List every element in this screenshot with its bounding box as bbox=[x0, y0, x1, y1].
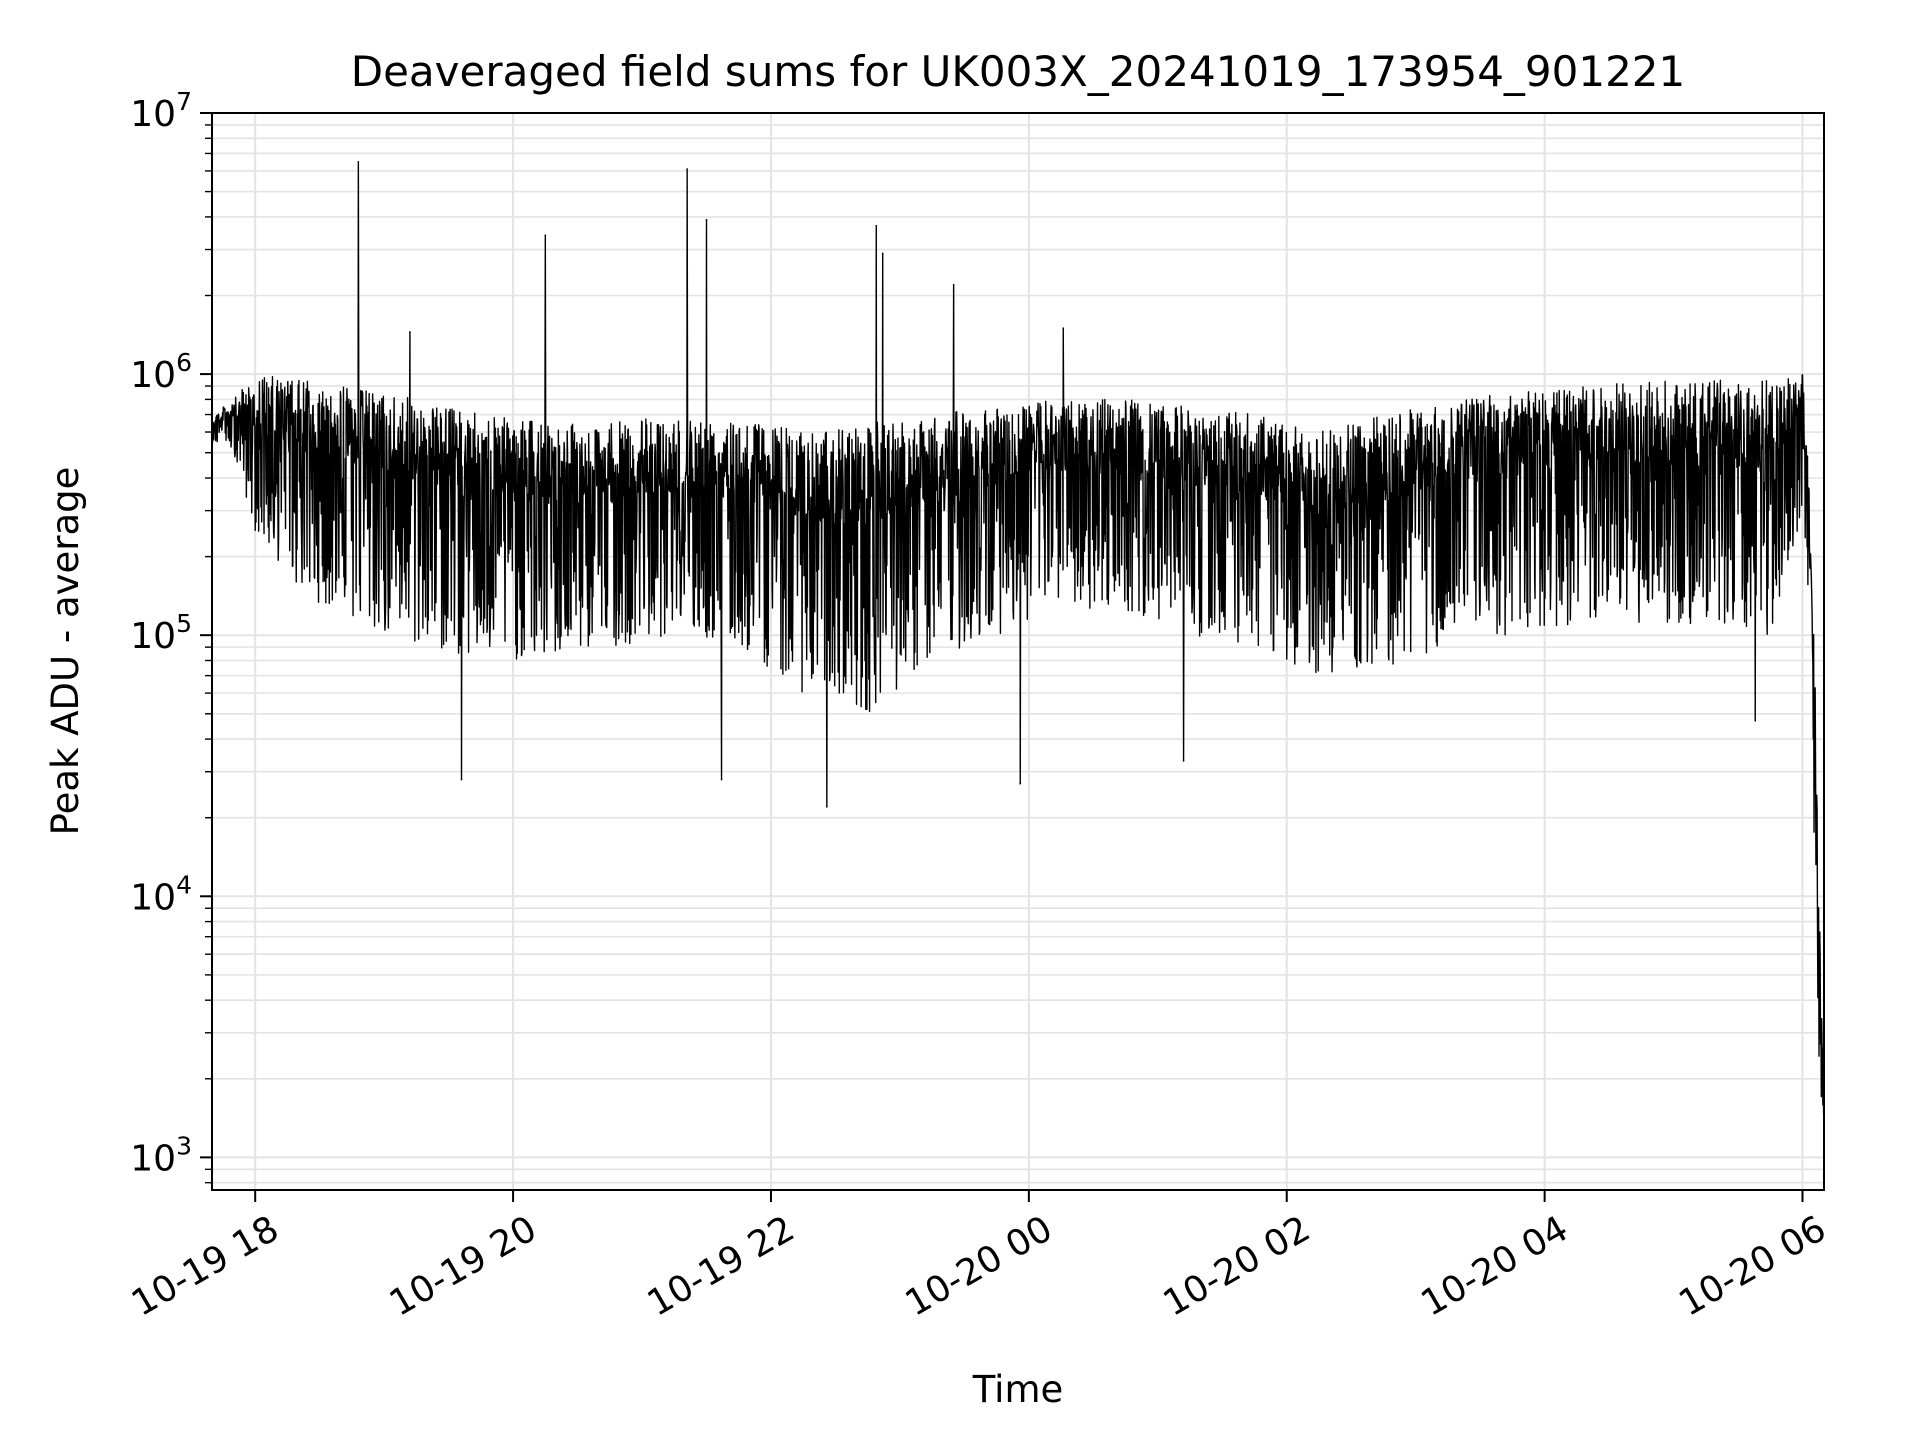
trough-point bbox=[460, 778, 463, 781]
y-tick-label: 104 bbox=[130, 870, 192, 918]
y-tick-label: 107 bbox=[130, 87, 192, 135]
series-layer bbox=[211, 161, 1825, 1115]
y-tick-label: 106 bbox=[130, 348, 192, 396]
x-axis-label: Time bbox=[972, 1368, 1064, 1411]
peak-point bbox=[409, 331, 411, 333]
peak-point bbox=[705, 218, 708, 221]
peak-point bbox=[1062, 327, 1065, 329]
axes-frame bbox=[211, 112, 1825, 1191]
trough-point bbox=[826, 806, 828, 808]
trough-point bbox=[720, 778, 723, 781]
y-tick-label: 103 bbox=[130, 1131, 192, 1179]
peak-point bbox=[686, 168, 688, 170]
peak-point bbox=[544, 234, 547, 237]
peak-point bbox=[357, 161, 360, 163]
trough-point bbox=[1182, 760, 1185, 762]
y-axis-label: Peak ADU - average bbox=[44, 467, 87, 836]
peak-point bbox=[875, 224, 878, 227]
chart-title: Deaveraged field sums for UK003X_2024101… bbox=[351, 47, 1686, 96]
y-axis: 103 104 105 106 107 bbox=[130, 87, 212, 1184]
trough-point bbox=[1019, 782, 1022, 785]
trough-point bbox=[1754, 720, 1757, 722]
peak-point bbox=[952, 283, 955, 286]
data-series-line bbox=[211, 161, 1825, 1115]
y-tick-label: 105 bbox=[130, 609, 192, 657]
peak-point bbox=[881, 252, 884, 255]
